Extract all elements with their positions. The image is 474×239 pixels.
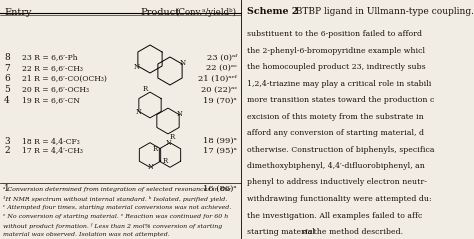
Text: 1,2,4-triazine may play a critical role in stabili: 1,2,4-triazine may play a critical role …	[247, 80, 431, 87]
Text: ¹H NMR spectrum without internal standard. ᵇ Isolated, purified yield.: ¹H NMR spectrum without internal standar…	[3, 196, 227, 202]
Text: 23 (0)ᵃᶠ: 23 (0)ᵃᶠ	[207, 53, 237, 61]
Text: N: N	[134, 63, 140, 71]
Text: 7: 7	[4, 64, 10, 73]
Text: 6: 6	[4, 74, 10, 83]
Text: 19 (70)ᵃ: 19 (70)ᵃ	[203, 96, 237, 104]
Text: 23 R = 6,6′-Ph: 23 R = 6,6′-Ph	[22, 53, 78, 61]
Text: 4: 4	[4, 96, 10, 105]
Text: otherwise. Construction of biphenyls, specifica: otherwise. Construction of biphenyls, sp…	[247, 146, 434, 153]
Text: BTBP ligand in Ullmann-type coupling.: BTBP ligand in Ullmann-type coupling.	[290, 7, 474, 16]
Text: R: R	[153, 145, 158, 153]
Text: 8: 8	[4, 53, 10, 62]
Text: the investigation. All examples failed to affc: the investigation. All examples failed t…	[247, 212, 422, 219]
Text: N: N	[166, 139, 172, 147]
Text: 1: 1	[4, 184, 10, 193]
Text: N: N	[136, 109, 142, 116]
Text: withdrawing functionality were attempted du:: withdrawing functionality were attempted…	[247, 195, 431, 203]
Text: 22 R = 6,6′-CH₃: 22 R = 6,6′-CH₃	[22, 64, 83, 72]
Text: the method described.: the method described.	[310, 228, 403, 236]
Text: without product formation. ᶠ Less than 2 mol% conversion of starting: without product formation. ᶠ Less than 2…	[3, 223, 222, 229]
Text: phenyl to address inductively electron neutr-: phenyl to address inductively electron n…	[247, 179, 427, 186]
Text: 19 R = 6,6′-CN: 19 R = 6,6′-CN	[22, 96, 80, 104]
Text: dimethoxybiphenyl, 4,4′-difluorobiphenyl, an: dimethoxybiphenyl, 4,4′-difluorobiphenyl…	[247, 162, 425, 170]
Text: ᵉ No conversion of starting material. ᵉ Reaction was continued for 60 h: ᵉ No conversion of starting material. ᵉ …	[3, 214, 228, 219]
Text: 21 R = 6,6′-CO(OCH₃): 21 R = 6,6′-CO(OCH₃)	[22, 75, 107, 83]
Text: the homocoupled product 23, indirectly subs: the homocoupled product 23, indirectly s…	[247, 63, 426, 71]
Text: starting material: starting material	[247, 228, 317, 236]
Text: excision of this moiety from the substrate in: excision of this moiety from the substra…	[247, 113, 424, 120]
Text: ᶜ Attempted four times, starting material conversions was not achieved.: ᶜ Attempted four times, starting materia…	[3, 205, 231, 210]
Text: substituent to the 6-position failed to afford: substituent to the 6-position failed to …	[247, 30, 422, 38]
Text: the 2-phenyl-6-bromopyridine example whicl: the 2-phenyl-6-bromopyridine example whi…	[247, 47, 425, 54]
Text: R: R	[162, 157, 168, 165]
Text: R: R	[143, 85, 148, 93]
Text: 20 R = 6,6′-OCH₃: 20 R = 6,6′-OCH₃	[22, 86, 89, 94]
Text: material was observed. Isolation was not attempted.: material was observed. Isolation was not…	[3, 232, 170, 237]
Text: more transition states toward the production c: more transition states toward the produc…	[247, 96, 434, 104]
Text: 16 (86)ᵃ: 16 (86)ᵃ	[203, 185, 237, 193]
Text: 20 (22)ᵃᶜ: 20 (22)ᵃᶜ	[201, 86, 237, 94]
Text: 22 (0)ᵃᶜ: 22 (0)ᵃᶜ	[206, 64, 237, 72]
Text: afford any conversion of starting material, d: afford any conversion of starting materi…	[247, 129, 424, 137]
Text: 3: 3	[4, 136, 9, 146]
Text: N: N	[148, 163, 154, 171]
Text: 5: 5	[4, 85, 10, 94]
Text: 21 (10)ᵃᵉᶠ: 21 (10)ᵃᵉᶠ	[198, 75, 237, 83]
Text: 17 (95)ᵃ: 17 (95)ᵃ	[203, 147, 237, 155]
Text: 18 (99)ᵃ: 18 (99)ᵃ	[203, 137, 237, 145]
Text: ᵃ Conversion determined from integration of selected resonances in the: ᵃ Conversion determined from integration…	[3, 187, 231, 192]
Text: Scheme 2: Scheme 2	[247, 7, 298, 16]
Text: (Conv.ᵃ/yieldᵇ): (Conv.ᵃ/yieldᵇ)	[176, 8, 237, 17]
Text: via: via	[301, 228, 313, 236]
Text: 17 R = 4,4′-CH₃: 17 R = 4,4′-CH₃	[22, 147, 83, 155]
Text: R: R	[170, 133, 175, 141]
Text: Product: Product	[140, 8, 180, 17]
Text: Entry: Entry	[4, 8, 31, 17]
Text: N: N	[180, 59, 186, 67]
Text: 2: 2	[4, 146, 9, 155]
Text: N: N	[176, 109, 182, 118]
Text: 18 R = 4,4-CF₃: 18 R = 4,4-CF₃	[22, 137, 80, 145]
